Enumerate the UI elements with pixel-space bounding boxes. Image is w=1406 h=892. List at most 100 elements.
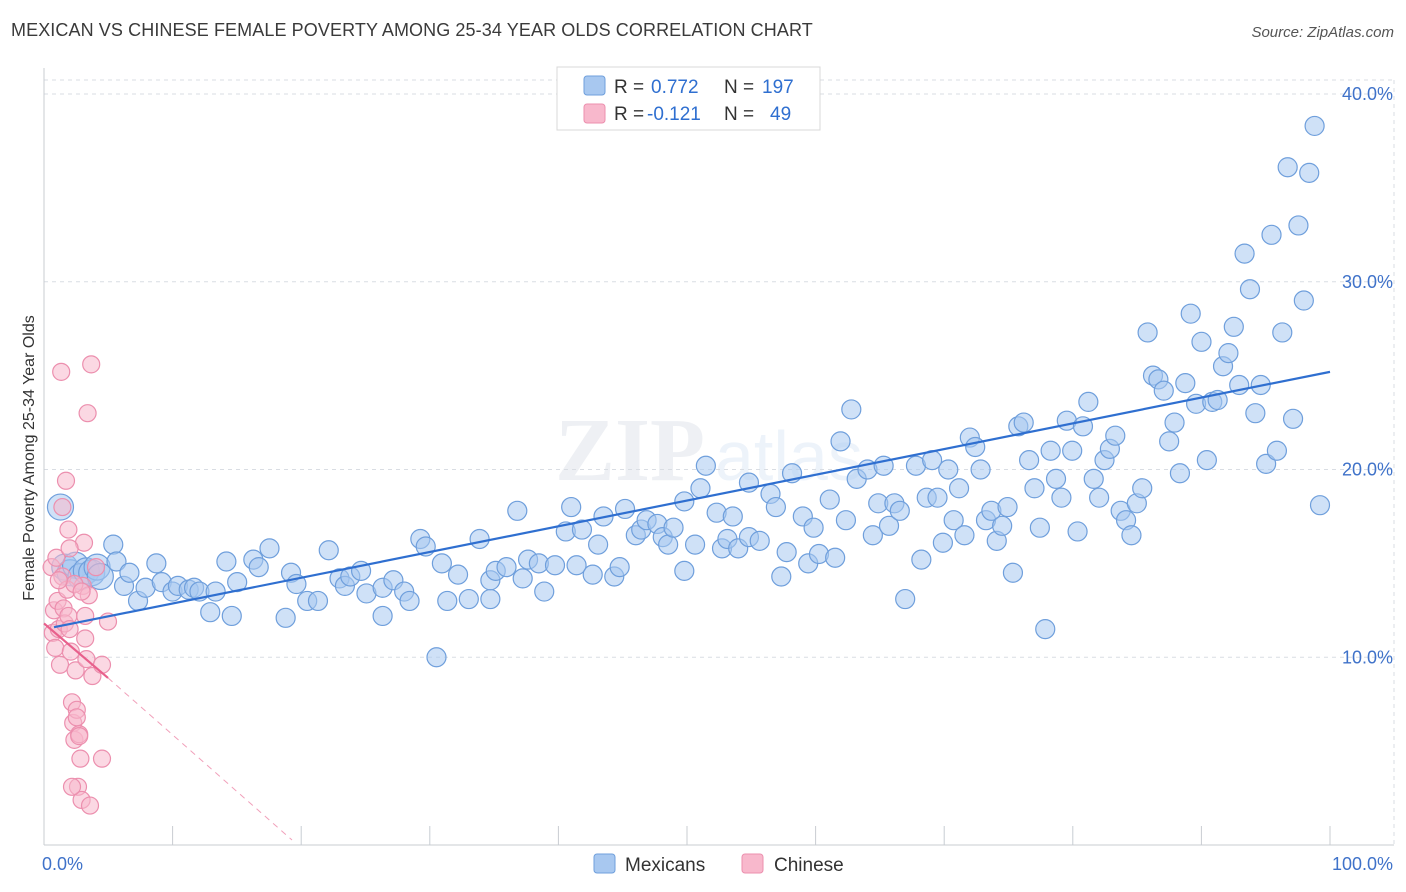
series-mexicans [46, 115, 1331, 668]
point-mexicans [307, 590, 329, 612]
y-tick-labels: 10.0% 20.0% 30.0% 40.0% [1342, 84, 1393, 667]
point-mexicans [544, 555, 566, 576]
point-chinese [71, 749, 90, 768]
point-mexicans [1164, 412, 1185, 433]
legend-n-label-mexicans: N = [724, 77, 754, 98]
point-mexicans [749, 530, 770, 551]
point-mexicans [582, 564, 603, 585]
point-mexicans [954, 525, 975, 546]
point-mexicans [106, 551, 127, 572]
point-mexicans [722, 506, 743, 527]
point-mexicans [1159, 431, 1180, 452]
point-mexicans [571, 519, 593, 540]
point-mexicans [1169, 463, 1191, 484]
point-mexicans [399, 590, 420, 612]
point-mexicans [895, 588, 916, 610]
point-mexicans [835, 510, 857, 531]
svg-text:atlas: atlas [715, 417, 863, 495]
point-chinese [86, 558, 106, 577]
point-mexicans [1153, 380, 1174, 401]
point-mexicans [431, 553, 452, 574]
point-mexicans [690, 478, 711, 499]
legend-r-label-chinese: R = [614, 104, 644, 125]
point-mexicans [480, 588, 501, 610]
point-mexicans [1266, 440, 1288, 461]
point-chinese [82, 355, 101, 374]
bottom-legend-mexicans: Mexicans [625, 855, 705, 876]
chart-title: MEXICAN VS CHINESE FEMALE POVERTY AMONG … [11, 20, 813, 40]
point-chinese [92, 655, 112, 674]
point-mexicans [765, 496, 786, 518]
trend-line-mexicans [53, 370, 1331, 629]
svg-text:ZIP: ZIP [555, 401, 705, 500]
point-mexicans [1223, 316, 1244, 337]
point-mexicans [469, 528, 490, 550]
point-chinese [46, 638, 65, 657]
point-chinese [49, 571, 68, 590]
point-mexicans [1013, 412, 1034, 433]
point-mexicans [1089, 487, 1110, 508]
legend-n-chinese: 49 [770, 104, 791, 125]
point-chinese [72, 582, 91, 601]
x-tick-labels: 0.0% 100.0% [42, 854, 1393, 874]
point-mexicans [803, 517, 824, 538]
point-mexicans [119, 562, 140, 583]
point-mexicans [1299, 162, 1320, 183]
y-tick-label: 10.0% [1342, 647, 1393, 667]
point-mexicans [889, 500, 910, 521]
source-credit: Source: ZipAtlas.com [1251, 24, 1394, 41]
watermark: ZIP atlas [555, 401, 863, 500]
point-mexicans [948, 478, 970, 499]
point-chinese [92, 749, 112, 768]
point-mexicans [1293, 290, 1314, 311]
trend-line-chinese-extension [107, 677, 293, 841]
point-mexicans [1137, 322, 1158, 343]
point-chinese [60, 539, 79, 558]
point-mexicans [205, 581, 226, 602]
point-mexicans [200, 602, 221, 623]
legend-r-label-mexicans: R = [614, 77, 644, 98]
point-mexicans [275, 607, 296, 628]
point-mexicans [1196, 450, 1217, 471]
point-mexicans [248, 557, 269, 578]
point-mexicans [566, 555, 587, 576]
point-mexicans [997, 496, 1018, 518]
stats-legend: R = 0.772 N = 197 R = -0.121 N = 49 [556, 66, 821, 131]
point-mexicans [1309, 495, 1331, 516]
point-mexicans [447, 564, 469, 585]
y-tick-label: 40.0% [1342, 84, 1393, 104]
point-mexicans [1024, 478, 1045, 499]
point-mexicans [216, 551, 237, 572]
point-mexicans [825, 547, 846, 568]
point-chinese [62, 777, 82, 796]
point-mexicans [878, 515, 900, 536]
point-mexicans [970, 459, 991, 480]
point-mexicans [1218, 342, 1239, 364]
point-chinese [80, 796, 100, 815]
point-mexicans [658, 534, 679, 555]
point-mexicans [507, 500, 528, 521]
point-chinese [53, 497, 72, 517]
axes [43, 68, 1394, 846]
point-mexicans [1035, 618, 1056, 640]
point-mexicans [1234, 243, 1255, 264]
series-legend: Mexicans Chinese [593, 853, 844, 876]
point-mexicans [561, 496, 582, 518]
point-chinese [47, 548, 66, 567]
legend-swatch-chinese [583, 103, 606, 124]
legend-n-label-chinese: N = [724, 104, 754, 125]
point-mexicans [609, 557, 630, 578]
y-tick-label: 20.0% [1342, 460, 1393, 480]
point-mexicans [458, 588, 479, 610]
point-mexicans [771, 566, 792, 587]
point-mexicans [614, 498, 636, 520]
point-mexicans [1272, 322, 1293, 343]
point-mexicans [1062, 440, 1083, 461]
point-mexicans [1029, 517, 1050, 538]
point-mexicans [1083, 468, 1104, 489]
point-mexicans [1239, 279, 1261, 300]
point-mexicans [146, 553, 167, 574]
point-chinese [61, 642, 80, 661]
point-mexicans [372, 605, 393, 627]
